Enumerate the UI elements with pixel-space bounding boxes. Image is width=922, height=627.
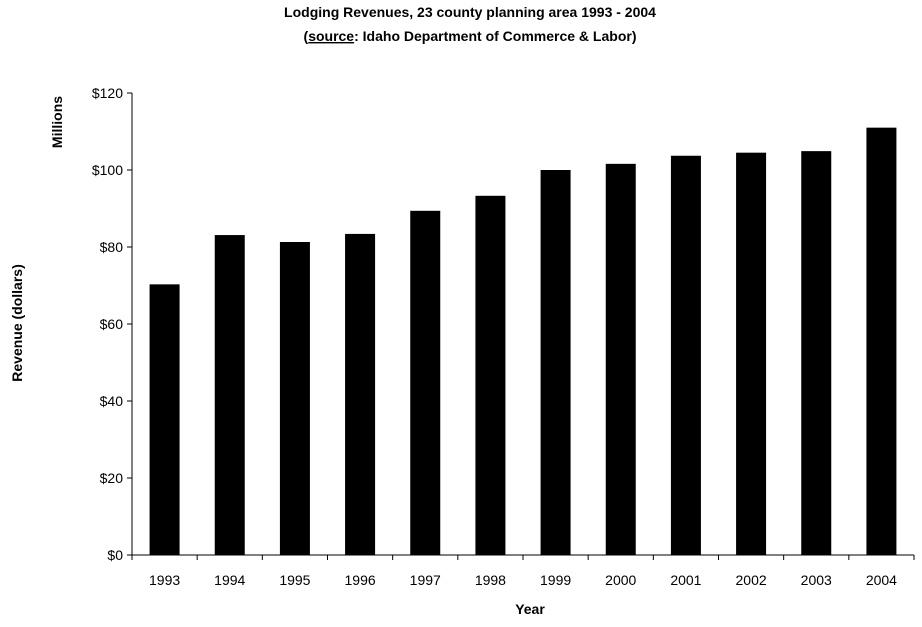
x-tick-label: 1997: [410, 572, 441, 588]
y-tick-label: $80: [100, 239, 124, 255]
y-tick-label: $60: [100, 316, 124, 332]
bar-1997: [410, 210, 441, 555]
x-tick-label: 2001: [670, 572, 701, 588]
x-tick-label: 2000: [605, 572, 636, 588]
bar-2000: [605, 163, 636, 555]
y-axis-title: Revenue (dollars): [9, 264, 25, 381]
bar-1994: [214, 235, 245, 555]
x-axis: 1993 1994 1995 1996 1997 1998 1999 2000 2001 2002…: [131, 554, 915, 588]
x-tick-label: 1993: [149, 572, 180, 588]
x-tick-label: 1995: [279, 572, 310, 588]
y-axis: $0 $20 $40 $60 $80 $100 $120: [92, 85, 133, 563]
bar-1995: [279, 242, 310, 555]
subtitle-source-word: source: [308, 28, 354, 44]
x-tick-label: 1996: [345, 572, 376, 588]
y-tick-label: $0: [107, 547, 123, 563]
bar-group: [149, 127, 897, 556]
bar-1998: [475, 195, 506, 556]
y-tick-label: $40: [100, 393, 124, 409]
y-tick-label: $120: [92, 85, 123, 101]
bar-2002: [736, 152, 767, 555]
bar-1993: [149, 284, 180, 555]
x-tick-label: 1994: [214, 572, 245, 588]
bar-1999: [540, 170, 571, 555]
bar-2004: [866, 127, 897, 556]
y-tick-label: $20: [100, 470, 124, 486]
bar-1996: [345, 233, 376, 555]
y-tick-label: $100: [92, 162, 123, 178]
bar-2003: [801, 151, 832, 555]
x-tick-label: 1999: [540, 572, 571, 588]
bar-2001: [670, 155, 701, 555]
x-tick-label: 2002: [736, 572, 767, 588]
x-tick-label: 2003: [801, 572, 832, 588]
y-units-label: Millions: [49, 96, 65, 148]
x-tick-label: 1998: [475, 572, 506, 588]
subtitle-source-text: : Idaho Department of Commerce & Labor): [354, 28, 636, 44]
chart-subtitle: (source: Idaho Department of Commerce & …: [304, 28, 637, 44]
x-tick-label: 2004: [866, 572, 897, 588]
chart-title: Lodging Revenues, 23 county planning are…: [284, 4, 656, 20]
x-axis-title: Year: [515, 601, 545, 617]
subtitle-open-paren: (: [304, 28, 309, 44]
